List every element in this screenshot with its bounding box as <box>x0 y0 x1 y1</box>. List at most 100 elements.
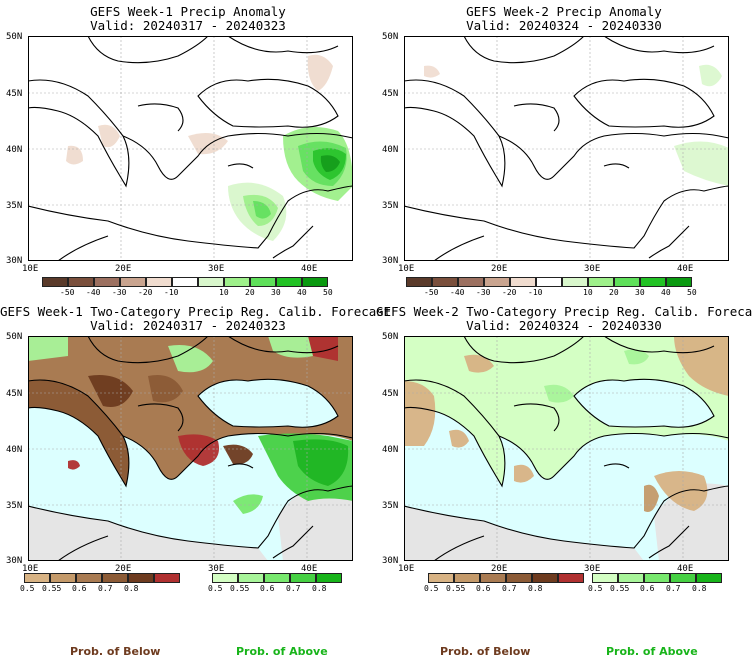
lat-label: 45N <box>382 89 399 99</box>
colorbar-swatch <box>592 573 618 583</box>
colorbar-tick: 0.6 <box>72 584 87 593</box>
panel-title: GEFS Week-2 Two-Category Precip Reg. Cal… <box>376 304 752 319</box>
colorbar-swatch <box>250 277 276 287</box>
colorbar-tick: 0.55 <box>610 584 630 593</box>
colorbar-tick: 10 <box>583 288 593 297</box>
panel-valid-dates: Valid: 20240317 - 20240323 <box>90 318 286 333</box>
anomaly-map-week1 <box>28 36 353 261</box>
lat-label: 45N <box>6 89 23 99</box>
panel-valid-dates: Valid: 20240324 - 20240330 <box>466 318 662 333</box>
lat-label: 40N <box>6 445 23 455</box>
lat-label: 35N <box>382 501 399 511</box>
lon-label: 30E <box>584 264 601 274</box>
panel-title: GEFS Week-1 Precip Anomaly <box>90 4 286 19</box>
colorbar-boxes <box>24 573 180 583</box>
colorbar-swatch <box>484 277 510 287</box>
lon-label: 10E <box>22 564 39 574</box>
lon-label: 20E <box>115 264 132 274</box>
colorbar-tick: 0.5 <box>424 584 439 593</box>
colorbar-tick: 0.8 <box>312 584 327 593</box>
colorbar-swatch <box>120 277 146 287</box>
colorbar-tick: 0.6 <box>476 584 491 593</box>
lat-label: 40N <box>382 445 399 455</box>
colorbar-tick: -20 <box>502 288 517 297</box>
lat-label: 40N <box>382 145 399 155</box>
lon-label: 40E <box>301 564 318 574</box>
colorbar-tick: 0.5 <box>208 584 223 593</box>
prob-below-label: Prob. of Below <box>440 645 531 658</box>
colorbar-swatch <box>94 277 120 287</box>
colorbar-boxes <box>592 573 722 583</box>
colorbar-tick: 50 <box>687 288 697 297</box>
colorbar-swatch <box>102 573 128 583</box>
colorbar-swatch <box>558 573 584 583</box>
colorbar-tick: 50 <box>323 288 333 297</box>
colorbar-tick: 20 <box>245 288 255 297</box>
colorbar-swatch <box>76 573 102 583</box>
lon-label: 40E <box>677 564 694 574</box>
colorbar-swatch <box>614 277 640 287</box>
colorbar-swatch <box>24 573 50 583</box>
colorbar-tick: 0.55 <box>446 584 466 593</box>
colorbar-swatch <box>506 573 532 583</box>
colorbar-swatch <box>644 573 670 583</box>
lon-label: 20E <box>491 564 508 574</box>
prob-below-label: Prob. of Below <box>70 645 161 658</box>
lat-label: 45N <box>6 389 23 399</box>
colorbar-tick: 40 <box>661 288 671 297</box>
lat-label: 30N <box>6 256 23 266</box>
colorbar-swatch <box>154 573 180 583</box>
colorbar-swatch <box>50 573 76 583</box>
panel-week2-anomaly: GEFS Week-2 Precip Anomaly Valid: 202403… <box>376 0 752 300</box>
colorbar-tick: -30 <box>112 288 127 297</box>
colorbar-tick: 30 <box>635 288 645 297</box>
colorbar-swatch <box>510 277 536 287</box>
colorbar-swatch <box>172 277 198 287</box>
probability-map-week2 <box>404 336 729 561</box>
colorbar-tick: 0.6 <box>260 584 275 593</box>
colorbar-swatch <box>290 573 316 583</box>
colorbar-swatch <box>302 277 328 287</box>
colorbar-swatch <box>128 573 154 583</box>
colorbar-swatch <box>640 277 666 287</box>
colorbar-swatch <box>532 573 558 583</box>
colorbar-boxes <box>428 573 584 583</box>
colorbar-tick: -30 <box>476 288 491 297</box>
colorbar-boxes <box>406 277 692 287</box>
colorbar-tick: 0.8 <box>528 584 543 593</box>
colorbar-tick: -40 <box>450 288 465 297</box>
colorbar-tick: -20 <box>138 288 153 297</box>
colorbar-swatch <box>406 277 432 287</box>
panel-title: GEFS Week-1 Two-Category Precip Reg. Cal… <box>0 304 392 319</box>
colorbar-swatch <box>458 277 484 287</box>
colorbar-swatch <box>264 573 290 583</box>
colorbar-tick: 0.7 <box>286 584 301 593</box>
colorbar-tick: 10 <box>219 288 229 297</box>
lat-label: 35N <box>382 201 399 211</box>
colorbar-swatch <box>562 277 588 287</box>
lon-label: 20E <box>115 564 132 574</box>
colorbar-swatch <box>316 573 342 583</box>
panel-valid-dates: Valid: 20240317 - 20240323 <box>90 18 286 33</box>
lon-label: 10E <box>398 564 415 574</box>
colorbar-tick: 0.7 <box>502 584 517 593</box>
lon-label: 40E <box>301 264 318 274</box>
colorbar-swatch <box>480 573 506 583</box>
colorbar-swatch <box>42 277 68 287</box>
colorbar-tick: -10 <box>164 288 179 297</box>
lon-label: 30E <box>208 264 225 274</box>
colorbar-boxes <box>212 573 342 583</box>
colorbar-boxes <box>42 277 328 287</box>
colorbar-swatch <box>146 277 172 287</box>
lat-label: 35N <box>6 501 23 511</box>
colorbar-swatch <box>428 573 454 583</box>
lat-label: 50N <box>382 332 399 342</box>
colorbar-swatch <box>666 277 692 287</box>
colorbar-swatch <box>432 277 458 287</box>
lon-label: 30E <box>208 564 225 574</box>
colorbar-swatch <box>198 277 224 287</box>
lon-label: 40E <box>677 264 694 274</box>
colorbar-swatch <box>696 573 722 583</box>
colorbar-swatch <box>276 277 302 287</box>
colorbar-tick: 40 <box>297 288 307 297</box>
